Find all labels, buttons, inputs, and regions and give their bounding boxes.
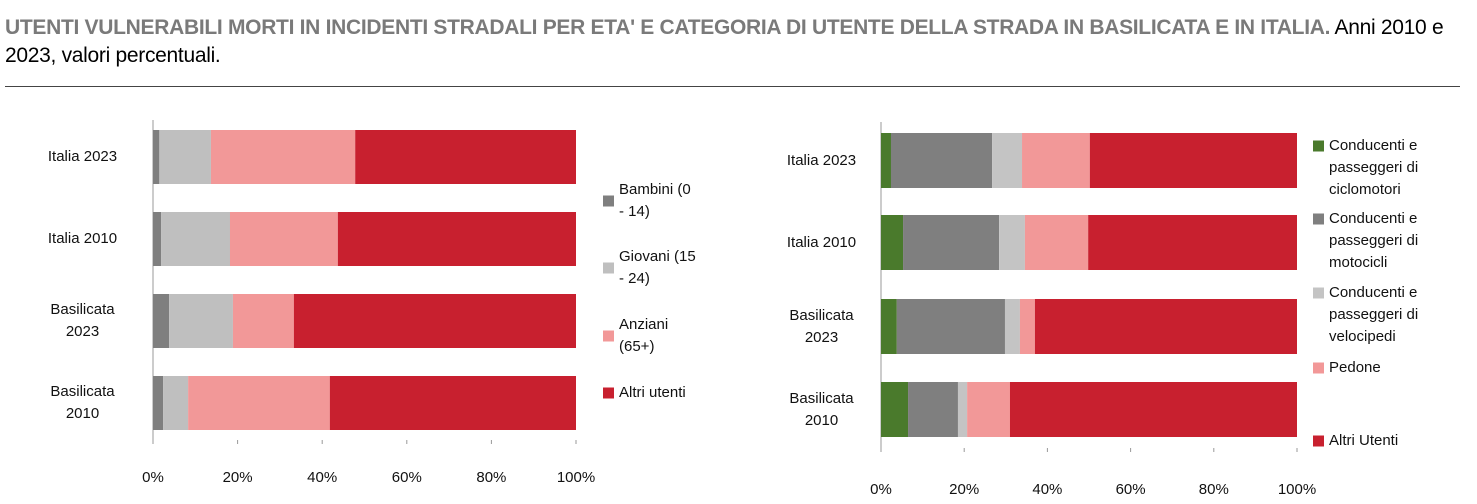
bar-segment	[153, 130, 160, 184]
category-label: Basilicata 2010	[789, 389, 854, 429]
bar-segment	[153, 212, 162, 266]
legend-label: Altri Utenti	[1329, 432, 1399, 449]
x-tick-label: 0%	[142, 469, 164, 486]
bar-segment	[881, 382, 909, 437]
bar-segment	[896, 299, 1005, 354]
bar-segment	[169, 294, 233, 348]
bar-segment	[229, 212, 338, 266]
divider	[5, 86, 1460, 87]
title: UTENTI VULNERABILI MORTI IN INCIDENTI ST…	[5, 16, 1331, 39]
x-tick-label: 40%	[1032, 481, 1062, 498]
legend-label: Giovani (15 - 24)	[619, 248, 696, 287]
bar-segment	[890, 133, 993, 188]
bar-segment	[881, 133, 891, 188]
bar-segment	[1022, 133, 1090, 188]
legend-label: Conducenti e passeggeri di velocipedi	[1329, 284, 1419, 345]
bar-segment	[163, 376, 189, 430]
bar-segment	[337, 212, 576, 266]
bar-segment	[159, 130, 211, 184]
x-tick-label: 100%	[1278, 481, 1316, 498]
legend-swatch	[1313, 287, 1324, 299]
category-label: Basilicata 2010	[50, 383, 115, 422]
legend-swatch	[1313, 140, 1324, 152]
legend-swatch	[1313, 362, 1324, 374]
bar-segment	[153, 376, 164, 430]
x-tick-label: 20%	[949, 481, 979, 498]
bar-segment	[967, 382, 1010, 437]
bar-segment	[293, 294, 576, 348]
bar-segment	[210, 130, 356, 184]
x-tick-label: 20%	[223, 469, 253, 486]
bar-segment	[355, 130, 576, 184]
legend-label: Altri utenti	[619, 384, 686, 401]
legend-label: Conducenti e passeggeri di ciclomotori	[1329, 137, 1419, 198]
bar-segment	[1019, 299, 1035, 354]
legend-label: Pedone	[1329, 359, 1381, 376]
bar-segment	[1034, 299, 1297, 354]
category-label: Italia 2023	[47, 148, 118, 165]
bar-segment	[1009, 382, 1297, 437]
x-tick-label: 40%	[307, 469, 337, 486]
bar-segment	[881, 215, 904, 270]
bar-segment	[1089, 133, 1297, 188]
header: UTENTI VULNERABILI MORTI IN INCIDENTI ST…	[5, 14, 1470, 70]
legend-label: Anziani (65+)	[619, 316, 669, 355]
x-tick-label: 100%	[557, 469, 595, 486]
legend-swatch	[603, 330, 614, 342]
x-tick-label: 60%	[1116, 481, 1146, 498]
bar-segment	[161, 212, 230, 266]
bar-segment	[153, 294, 170, 348]
legend-label: Bambini (0 - 14)	[619, 181, 691, 220]
legend-swatch	[1313, 435, 1324, 447]
bar-segment	[992, 133, 1023, 188]
bar-segment	[232, 294, 294, 348]
bar-segment	[881, 299, 897, 354]
category-label: Italia 2010	[786, 233, 857, 251]
bar-segment	[1004, 299, 1020, 354]
category-label: Italia 2010	[47, 230, 118, 247]
subtitle: Anni 2010 e 2023, valori percentuali.	[5, 16, 1444, 67]
legend-swatch	[603, 195, 614, 207]
bar-segment	[999, 215, 1025, 270]
bar-segment	[903, 215, 1000, 270]
legend-swatch	[603, 387, 614, 399]
legend-swatch	[603, 262, 614, 274]
bar-segment	[1088, 215, 1297, 270]
bar-segment	[908, 382, 958, 437]
legend-swatch	[1313, 213, 1324, 225]
x-tick-label: 60%	[392, 469, 422, 486]
category-label: Italia 2023	[786, 151, 857, 169]
bar-segment	[188, 376, 330, 430]
category-label: Basilicata 2023	[789, 306, 854, 346]
bar-segment	[957, 382, 968, 437]
x-tick-label: 80%	[1199, 481, 1229, 498]
legend-label: Conducenti e passeggeri di motocicli	[1329, 210, 1419, 271]
bar-segment	[1024, 215, 1089, 270]
x-tick-label: 0%	[870, 481, 892, 498]
x-tick-label: 80%	[476, 469, 506, 486]
bar-segment	[329, 376, 576, 430]
category-label: Basilicata 2023	[50, 301, 115, 340]
